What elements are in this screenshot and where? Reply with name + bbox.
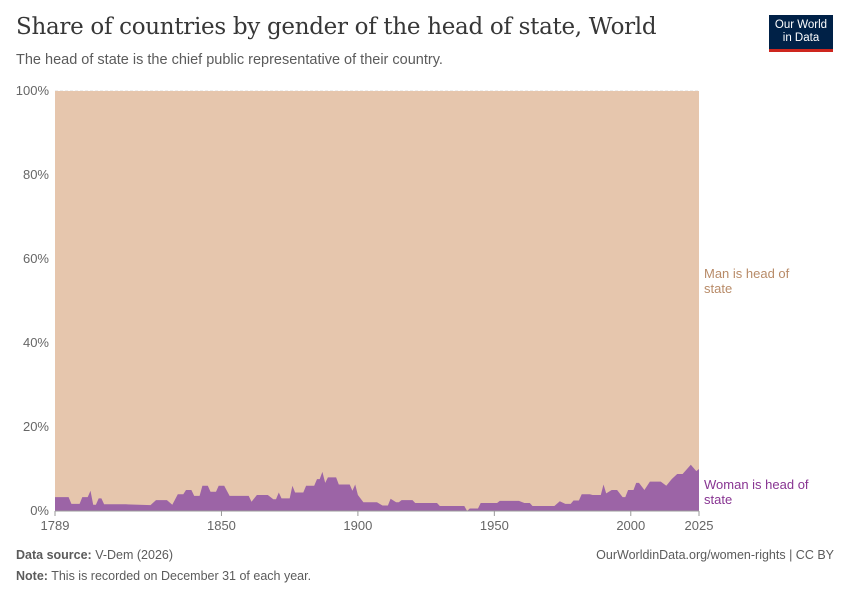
y-tick-label: 20% [23, 419, 49, 434]
note: Note: This is recorded on December 31 of… [16, 569, 311, 583]
y-tick-label: 100% [16, 83, 50, 98]
legend-label-man: Man is head of state [704, 266, 790, 296]
source-label: Data source: [16, 548, 92, 562]
chart-title: Share of countries by gender of the head… [16, 14, 657, 40]
y-tick-label: 0% [30, 503, 49, 518]
x-tick-label: 1789 [41, 518, 70, 533]
area-man-is-head-of-state [55, 91, 699, 511]
y-tick-label: 60% [23, 251, 49, 266]
legend-label-woman: Woman is head of state [704, 477, 809, 507]
x-tick-label: 1850 [207, 518, 236, 533]
y-tick-label: 80% [23, 167, 49, 182]
x-tick-label: 2000 [616, 518, 645, 533]
note-label: Note: [16, 569, 48, 583]
source-link[interactable]: V-Dem (2026) [95, 548, 174, 562]
note-text: This is recorded on December 31 of each … [51, 569, 312, 583]
y-tick-label: 40% [23, 335, 49, 350]
owid-logo[interactable]: Our World in Data [769, 15, 833, 52]
area-woman-is-head-of-state [55, 464, 699, 511]
x-tick-label: 1950 [480, 518, 509, 533]
x-tick-label: 1900 [343, 518, 372, 533]
data-source: Data source: V-Dem (2026) [16, 548, 173, 562]
x-tick-label: 2025 [685, 518, 714, 533]
chart-subtitle: The head of state is the chief public re… [16, 52, 443, 68]
url-license[interactable]: OurWorldinData.org/women-rights | CC BY [596, 548, 834, 562]
